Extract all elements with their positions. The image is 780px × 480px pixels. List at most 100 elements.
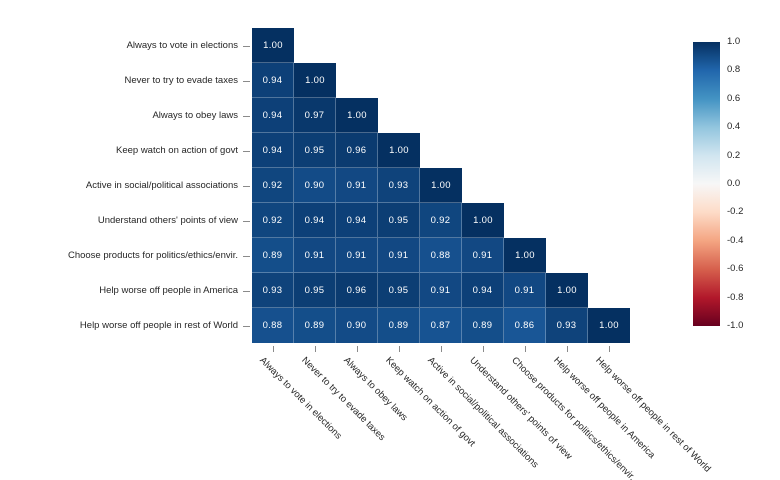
colorbar-tick-label: -0.8: [727, 291, 744, 303]
heatmap-cell: 0.90: [336, 308, 378, 343]
y-axis-tick: [243, 220, 250, 222]
cell-value: 0.93: [262, 284, 283, 296]
heatmap-cell: 0.91: [378, 238, 420, 273]
heatmap-cell: 0.96: [336, 133, 378, 168]
heatmap-cell: 0.92: [252, 203, 294, 238]
cell-value: 0.93: [556, 320, 577, 331]
cell-value: 0.94: [262, 109, 283, 121]
cell-value: 0.92: [262, 179, 283, 191]
cell-value: 1.00: [347, 109, 367, 121]
y-axis-label: Always to vote in elections: [126, 39, 238, 51]
y-axis-label: Help worse off people in America: [99, 284, 238, 296]
heatmap-cell: 0.94: [336, 203, 378, 238]
heatmap-cell: 0.96: [336, 273, 378, 308]
cell-value: 1.00: [599, 320, 619, 331]
y-axis-tick: [243, 290, 250, 292]
x-axis-label: Keep watch on action of govt: [383, 355, 478, 450]
cell-value: 1.00: [389, 144, 409, 156]
heatmap-cell: 1.00: [462, 203, 504, 238]
x-axis-tick: [273, 346, 274, 352]
cell-value: 0.94: [346, 214, 367, 226]
x-axis-tick: [609, 346, 610, 352]
x-axis-label: Never to try to evade taxes: [299, 355, 388, 444]
y-axis-label: Never to try to evade taxes: [124, 74, 238, 86]
cell-value: 0.89: [388, 320, 409, 331]
heatmap-cell: 0.94: [252, 133, 294, 168]
heatmap-cell: 0.89: [294, 308, 336, 343]
y-axis-tick: [243, 80, 250, 82]
heatmap-cell: 0.92: [420, 203, 462, 238]
heatmap-cell: 0.95: [294, 133, 336, 168]
cell-value: 1.00: [305, 74, 325, 86]
cell-value: 0.94: [304, 214, 325, 226]
cell-value: 1.00: [515, 249, 535, 261]
heatmap-cell: 0.88: [420, 238, 462, 273]
cell-value: 0.95: [304, 144, 325, 156]
heatmap-cell: 0.89: [462, 308, 504, 343]
heatmap-cell: 0.93: [546, 308, 588, 343]
cell-value: 0.91: [304, 249, 325, 261]
x-axis-tick: [399, 346, 400, 352]
x-axis-tick: [525, 346, 526, 352]
colorbar-tick-label: 0.0: [727, 178, 741, 189]
heatmap-cell: 0.91: [420, 273, 462, 308]
y-axis-label: Always to obey laws: [152, 109, 238, 121]
y-axis-tick: [243, 185, 250, 187]
colorbar-tick-label: 1.0: [727, 36, 741, 47]
colorbar-tick-label: -1.0: [727, 320, 744, 331]
cell-value: 0.95: [388, 284, 409, 296]
y-axis-label: Understand others' points of view: [97, 214, 238, 226]
cell-value: 0.97: [304, 109, 325, 121]
cell-value: 0.96: [346, 144, 367, 156]
cell-value: 0.94: [262, 74, 283, 86]
heatmap-cell: 1.00: [588, 308, 630, 343]
heatmap-cell: 0.95: [378, 273, 420, 308]
heatmap-cell: 1.00: [336, 98, 378, 133]
colorbar-tick-label: -0.6: [727, 263, 744, 275]
heatmap-cell: 1.00: [378, 133, 420, 168]
x-axis-tick: [357, 346, 358, 352]
cell-value: 0.89: [472, 320, 493, 331]
colorbar-gradient: [693, 42, 720, 326]
cell-value: 0.90: [304, 179, 325, 191]
colorbar-tick-label: -0.2: [727, 206, 744, 218]
heatmap-cell: 1.00: [546, 273, 588, 308]
heatmap-cell: 0.94: [252, 63, 294, 98]
heatmap-cell: 1.00: [294, 63, 336, 98]
cell-value: 0.91: [430, 284, 451, 296]
heatmap-cell: 1.00: [504, 238, 546, 273]
y-axis-tick: [243, 115, 250, 117]
heatmap-cell: 0.91: [462, 238, 504, 273]
heatmap-cell: 0.91: [336, 168, 378, 203]
x-axis-tick: [315, 346, 316, 352]
cell-value: 0.89: [304, 320, 325, 331]
cell-value: 0.91: [346, 249, 367, 261]
cell-value: 0.92: [262, 214, 283, 226]
cell-value: 1.00: [263, 39, 283, 51]
cell-value: 0.92: [430, 214, 451, 226]
heatmap-cell: 0.91: [504, 273, 546, 308]
heatmap-cell: 0.86: [504, 308, 546, 343]
colorbar-tick-label: 0.8: [727, 64, 741, 76]
cell-value: 0.95: [388, 214, 409, 226]
heatmap-cell: 1.00: [420, 168, 462, 203]
colorbar-tick-label: 0.2: [727, 149, 741, 161]
cell-value: 0.94: [262, 144, 283, 156]
cell-value: 0.91: [472, 249, 493, 261]
colorbar-tick-label: 0.6: [727, 92, 741, 104]
heatmap-cell: 0.91: [294, 238, 336, 273]
cell-value: 0.94: [472, 284, 493, 296]
cell-value: 0.87: [430, 320, 451, 331]
cell-value: 0.91: [346, 179, 367, 191]
heatmap-cell: 0.94: [252, 98, 294, 133]
heatmap-cell: 0.91: [336, 238, 378, 273]
cell-value: 0.91: [514, 284, 535, 296]
heatmap-cell: 0.95: [294, 273, 336, 308]
heatmap-cell: 0.97: [294, 98, 336, 133]
cell-value: 0.95: [304, 284, 325, 296]
cell-value: 1.00: [557, 284, 577, 296]
heatmap-cell: 0.89: [252, 238, 294, 273]
cell-value: 0.90: [346, 320, 367, 331]
y-axis-tick: [243, 45, 250, 47]
